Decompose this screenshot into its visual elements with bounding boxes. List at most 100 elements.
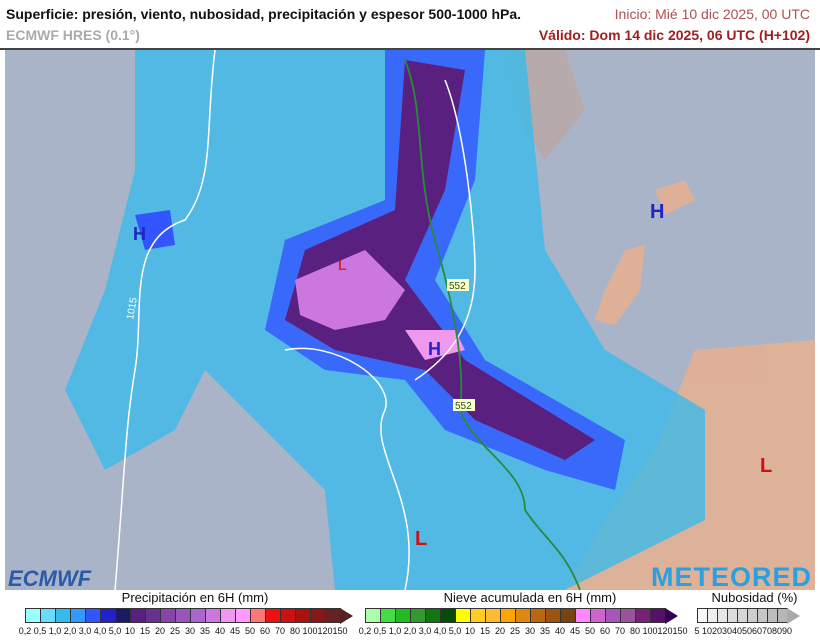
- legend-label: 90: [782, 626, 793, 636]
- legend-label: 40: [732, 626, 743, 636]
- legend-labels: 0,2 0,5 1,0 2,0 3,0 4,0 5,0 10 15 20 25 30 35 40 45 50 6…: [358, 626, 696, 636]
- legend-label: 100: [302, 626, 318, 636]
- legend-labels: 0,2 0,5 1,0 2,0 3,0 4,0 5,0 10 15 20 25 30 35 40 45 50 6…: [18, 626, 366, 636]
- legend-label: 120: [317, 626, 333, 636]
- snow-legend: Nieve acumulada en 6H (mm) 0,2 0,5 1,0 2,0 3…: [359, 590, 695, 640]
- low-pressure-label: L: [338, 257, 347, 273]
- legend-label: 10: [124, 626, 135, 636]
- color-swatch: [560, 608, 576, 623]
- legend-label: 40: [554, 626, 565, 636]
- legend-label: 0,2: [18, 626, 32, 636]
- precipitation-field: [65, 50, 705, 590]
- legend-label: 2,0: [63, 626, 77, 636]
- legend-title: Nubosidad (%): [711, 590, 798, 605]
- color-swatch: [410, 608, 426, 623]
- legend-label: 40: [214, 626, 225, 636]
- cloud-legend: Nubosidad (%) 5 10 20 30 40 50 60 70 80 90: [694, 590, 812, 640]
- model-name: ECMWF HRES (0.1°): [6, 27, 140, 43]
- legend-title: Nieve acumulada en 6H (mm): [443, 590, 617, 605]
- legend-label: 45: [229, 626, 240, 636]
- thickness-line: [404, 59, 581, 590]
- legend-label: 25: [169, 626, 180, 636]
- color-swatch: [575, 608, 591, 623]
- legend-label: 15: [139, 626, 150, 636]
- legend-label: 3,0: [418, 626, 432, 636]
- legend-label: 20: [712, 626, 723, 636]
- color-bar: [25, 607, 365, 624]
- legend-label: 45: [569, 626, 580, 636]
- color-swatch: [325, 608, 341, 623]
- color-swatch: [440, 608, 456, 623]
- legend-label: 35: [199, 626, 210, 636]
- color-swatch: [620, 608, 636, 623]
- map-title: Superficie: presión, viento, nubosidad, …: [6, 6, 522, 22]
- legend-label: 150: [672, 626, 688, 636]
- legend-labels: 5 10 20 30 40 50 60 70 80 90: [692, 626, 812, 636]
- color-swatch: [190, 608, 206, 623]
- color-swatch: [485, 608, 501, 623]
- legend-label: 2,0: [403, 626, 417, 636]
- legend-label: 50: [742, 626, 753, 636]
- color-swatch: [250, 608, 266, 623]
- ecmwf-logo: ECMWF: [8, 566, 92, 591]
- legend-label: 120: [657, 626, 673, 636]
- color-swatch: [515, 608, 531, 623]
- legend-title: Precipitación en 6H (mm): [121, 590, 269, 605]
- color-swatch: [220, 608, 236, 623]
- legend-label: 80: [629, 626, 640, 636]
- isobar-label: 1015: [125, 296, 140, 320]
- legend-label: 20: [154, 626, 165, 636]
- color-swatch: [605, 608, 621, 623]
- legend-label: 10: [464, 626, 475, 636]
- legend-label: 30: [524, 626, 535, 636]
- legend-label: 0,5: [373, 626, 387, 636]
- header: Superficie: presión, viento, nubosidad, …: [0, 0, 820, 50]
- color-swatch: [635, 608, 651, 623]
- isobars: [114, 50, 476, 590]
- color-swatch: [235, 608, 251, 623]
- legend-label: 35: [539, 626, 550, 636]
- legend-label: 10: [702, 626, 713, 636]
- legend-label: 100: [642, 626, 658, 636]
- color-swatch: [650, 608, 666, 623]
- color-swatch: [280, 608, 296, 623]
- precipitation-legend: Precipitación en 6H (mm) 0,2 0,5 1,0 2,0 3,0…: [19, 590, 365, 640]
- color-swatch: [175, 608, 191, 623]
- color-swatch: [530, 608, 546, 623]
- legend-label: 1,0: [48, 626, 62, 636]
- legend-label: 15: [479, 626, 490, 636]
- high-pressure-label: H: [133, 224, 146, 244]
- legend-label: 70: [274, 626, 285, 636]
- meteored-logo[interactable]: METEORED: [650, 562, 812, 592]
- color-bar: [365, 607, 695, 624]
- legend-arrow: [787, 607, 800, 624]
- legend-label: 60: [752, 626, 763, 636]
- color-swatch: [470, 608, 486, 623]
- color-bar: [697, 607, 812, 624]
- thickness-label: 552: [449, 281, 466, 292]
- color-swatch: [25, 608, 41, 623]
- legend-label: 150: [332, 626, 348, 636]
- legend-label: 5: [694, 626, 700, 636]
- legend-label: 60: [259, 626, 270, 636]
- color-swatch: [590, 608, 606, 623]
- valid-time: Válido: Dom 14 dic 2025, 06 UTC (H+102): [538, 27, 810, 43]
- color-swatch: [265, 608, 281, 623]
- weather-map[interactable]: H H H L L L 1015 552 552: [5, 50, 815, 590]
- color-swatch: [295, 608, 311, 623]
- color-swatch: [100, 608, 116, 623]
- color-swatch: [70, 608, 86, 623]
- legend-label: 4,0: [433, 626, 447, 636]
- legend-label: 80: [772, 626, 783, 636]
- color-swatch: [130, 608, 146, 623]
- color-swatch: [85, 608, 101, 623]
- init-time: Inicio: Mié 10 dic 2025, 00 UTC: [614, 6, 810, 22]
- thickness-label: 552: [455, 401, 472, 412]
- low-pressure-label: L: [760, 455, 772, 477]
- color-swatch: [455, 608, 471, 623]
- high-pressure-label: H: [650, 201, 664, 223]
- color-swatch: [545, 608, 561, 623]
- legend-label: 0,5: [33, 626, 47, 636]
- legend-label: 5,0: [108, 626, 122, 636]
- legend-label: 5,0: [448, 626, 462, 636]
